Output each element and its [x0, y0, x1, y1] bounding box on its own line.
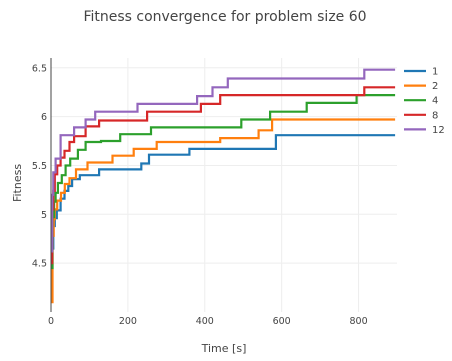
x-tick-label: 800	[349, 316, 367, 327]
y-tick-label: 4.5	[32, 259, 47, 270]
tick-labels: 0 200 400 600 800 4.5 5 5.5 6 6.5	[32, 63, 368, 327]
x-tick-label: 200	[119, 316, 137, 327]
legend-label-1: 1	[432, 67, 438, 78]
legend-label-8: 8	[432, 110, 438, 121]
chart-title: Fitness convergence for problem size 60	[83, 9, 366, 25]
x-tick-label: 400	[196, 316, 214, 327]
x-tick-label: 0	[48, 316, 54, 327]
y-tick-label: 5	[41, 210, 47, 221]
y-tick-label: 6.5	[32, 63, 47, 74]
series-line-12	[51, 68, 396, 253]
x-axis-label: Time [s]	[201, 342, 247, 355]
legend-label-2: 2	[432, 81, 438, 92]
series-line-4	[51, 94, 396, 270]
series-line-2	[51, 118, 396, 304]
grid	[51, 58, 397, 312]
series-line-1	[51, 134, 396, 301]
series-layer	[51, 68, 396, 304]
y-tick-label: 5.5	[32, 161, 47, 172]
legend-label-12: 12	[432, 125, 445, 136]
y-axis-label: Fitness	[11, 164, 24, 202]
legend-label-4: 4	[432, 96, 438, 107]
series-line-8	[51, 86, 396, 265]
x-tick-label: 600	[273, 316, 291, 327]
y-tick-label: 6	[41, 112, 47, 123]
